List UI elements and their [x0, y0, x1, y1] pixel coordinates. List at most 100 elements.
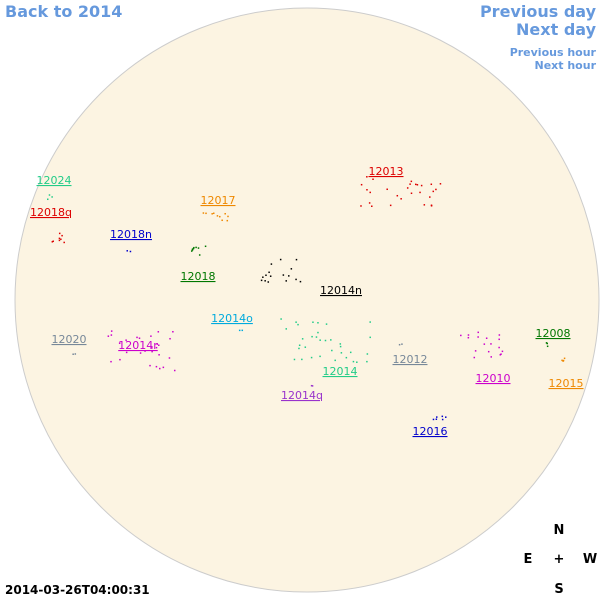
sunspot: [156, 343, 158, 345]
sunspot: [219, 215, 221, 218]
region-label[interactable]: 12015: [549, 377, 584, 390]
sunspot: [299, 280, 302, 283]
region-label[interactable]: 12014: [323, 365, 358, 378]
sunspot: [151, 347, 153, 349]
sunspot: [490, 356, 492, 358]
region-label[interactable]: 12014r: [118, 339, 158, 352]
sunspot: [288, 275, 290, 277]
sunspot: [312, 321, 314, 323]
sunspot: [139, 352, 142, 354]
sunspot: [483, 343, 486, 345]
region-label[interactable]: 12013: [369, 165, 404, 178]
sunspot: [435, 418, 438, 420]
sunspot: [441, 415, 444, 418]
sunspot: [301, 358, 303, 361]
sunspot: [430, 183, 433, 186]
sunspot: [151, 350, 153, 353]
sunspot: [501, 350, 504, 353]
sunspot: [369, 191, 371, 194]
sunspot: [241, 329, 244, 332]
sunspot: [192, 247, 195, 250]
sunspot: [301, 338, 304, 340]
sunspot: [72, 353, 74, 355]
sunspot: [262, 276, 264, 278]
sunspot: [162, 366, 165, 369]
region-label[interactable]: 12018q: [30, 206, 72, 219]
sunspot: [298, 344, 301, 347]
sunspot: [110, 330, 113, 332]
sunspot: [260, 279, 263, 282]
sunspot: [202, 212, 205, 214]
next-day-link[interactable]: Next day: [516, 20, 597, 39]
sunspot: [158, 367, 161, 370]
sunspot: [356, 361, 358, 363]
sunspot: [224, 212, 226, 215]
sunspot: [290, 268, 293, 270]
sunspot: [498, 338, 500, 341]
sunspot: [264, 280, 266, 282]
sunspot: [110, 360, 112, 363]
region-label[interactable]: 12024: [37, 174, 72, 187]
sunspot: [400, 198, 402, 200]
sunspot: [360, 205, 362, 207]
sunspot: [47, 198, 49, 201]
region-label[interactable]: 12017: [201, 194, 236, 207]
sunspot: [490, 343, 492, 345]
region-label[interactable]: 12020: [52, 333, 87, 346]
sunspot: [369, 321, 371, 323]
previous-day-link[interactable]: Previous day: [480, 2, 597, 21]
sunspot: [150, 335, 152, 337]
sunspot: [226, 219, 229, 222]
sunspot: [498, 334, 501, 336]
region-label[interactable]: 12012: [393, 353, 428, 366]
sunspot: [265, 274, 267, 277]
sunspot: [285, 328, 288, 330]
sunspot: [158, 354, 160, 356]
sunspot: [334, 359, 336, 362]
region-label[interactable]: 12014q: [281, 389, 323, 402]
sunspot: [563, 357, 566, 360]
previous-hour-link[interactable]: Previous hour: [510, 46, 597, 59]
sunspot: [58, 239, 61, 242]
sunspot: [325, 323, 328, 325]
sunspot: [546, 345, 549, 348]
sunspot: [499, 354, 502, 356]
sunspot: [340, 352, 343, 354]
sunspot: [345, 356, 348, 359]
sunspot: [311, 335, 313, 338]
sunspot: [561, 359, 563, 362]
sunspot: [173, 369, 176, 372]
sunspot: [432, 190, 435, 193]
back-link[interactable]: Back to 2014: [5, 2, 122, 21]
sunspot: [51, 241, 54, 243]
sunspot: [310, 356, 313, 359]
region-label[interactable]: 12008: [536, 327, 571, 340]
sunspot: [339, 343, 342, 345]
sunspot: [319, 339, 321, 341]
sunspot: [149, 364, 151, 367]
sunspot: [285, 280, 287, 282]
sunspot: [410, 192, 413, 195]
region-label[interactable]: 12018: [181, 270, 216, 283]
sunspot: [297, 323, 299, 326]
compass-center: +: [554, 552, 565, 567]
next-hour-link[interactable]: Next hour: [535, 59, 597, 72]
region-label[interactable]: 12014o: [211, 312, 253, 325]
sunspot: [398, 343, 401, 346]
sunspot: [331, 349, 333, 352]
sunspot: [352, 360, 355, 363]
sunspot: [204, 245, 207, 248]
sunspot: [410, 180, 413, 183]
region-label[interactable]: 12014n: [320, 284, 362, 297]
sunspot: [368, 202, 371, 204]
sunspot: [324, 339, 327, 342]
region-label[interactable]: 12016: [413, 425, 448, 438]
sunspot: [227, 215, 229, 218]
region-label[interactable]: 12018n: [110, 228, 152, 241]
sunspot: [74, 353, 77, 355]
timestamp: 2014-03-26T04:00:31: [5, 583, 150, 597]
sunspot: [172, 331, 174, 333]
sunspot: [63, 241, 65, 244]
sunspot: [295, 278, 297, 281]
region-label[interactable]: 12010: [476, 372, 511, 385]
